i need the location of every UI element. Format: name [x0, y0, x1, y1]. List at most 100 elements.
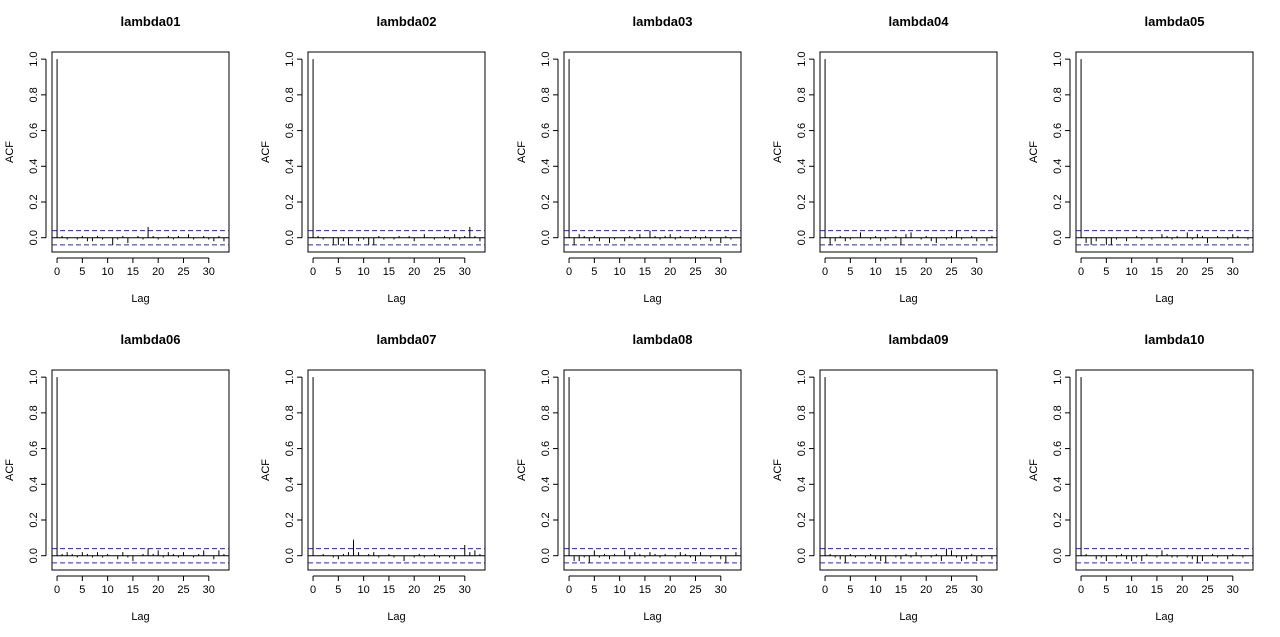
y-tick-label: 0.8: [1052, 87, 1064, 102]
acf-chart-svg: lambda03 0 5 10 15 20 25 30 Lag 0.0 0.2 0.4 0.6 0.8 1.…: [516, 14, 742, 305]
x-tick-label: 5: [335, 584, 341, 596]
x-tick-label: 0: [1078, 584, 1084, 596]
x-tick-label: 30: [1227, 584, 1239, 596]
x-tick-label: 5: [591, 266, 597, 278]
acf-chart-svg: lambda08 0 5 10 15 20 25 30 Lag 0.0 0.2 0.4 0.6 0.8 1.…: [516, 332, 742, 623]
acf-chart-svg: lambda02 0 5 10 15 20 25 30 Lag 0.0 0.2 0.4 0.6 0.8 1.…: [260, 14, 486, 305]
plot-frame: [1075, 51, 1254, 253]
acf-chart-svg: lambda04 0 5 10 15 20 25 30 Lag 0.0 0.2 0.4 0.6 0.8 1.…: [772, 14, 998, 305]
plot-frame: [563, 369, 742, 571]
y-tick-label: 0.0: [28, 230, 40, 245]
x-tick-label: 25: [689, 584, 701, 596]
x-tick-label: 5: [847, 584, 853, 596]
x-tick-label: 25: [945, 584, 957, 596]
x-tick-label: 15: [1151, 584, 1163, 596]
y-tick-label: 0.8: [28, 405, 40, 420]
chart-title: lambda07: [377, 332, 437, 347]
x-tick-label: 0: [566, 584, 572, 596]
chart-title: lambda08: [633, 332, 693, 347]
y-tick-label: 0.0: [284, 230, 296, 245]
y-tick-label: 0.4: [540, 477, 552, 492]
x-tick-label: 0: [310, 584, 316, 596]
acf-panel-lambda05: lambda05 0 5 10 15 20 25 30 Lag 0.0 0.2 0.4 0.6 0.8 1.…: [1024, 0, 1280, 318]
y-tick-label: 0.0: [540, 230, 552, 245]
y-tick-label: 0.0: [796, 230, 808, 245]
x-axis-label: Lag: [899, 611, 917, 623]
x-axis-label: Lag: [643, 611, 661, 623]
x-tick-label: 5: [847, 266, 853, 278]
acf-panel-lambda09: lambda09 0 5 10 15 20 25 30 Lag 0.0 0.2 0.4 0.6 0.8 1.…: [768, 318, 1024, 636]
y-tick-label: 1.0: [28, 51, 40, 66]
x-axis-label: Lag: [1155, 293, 1173, 305]
acf-panel-lambda06: lambda06 0 5 10 15 20 25 30 Lag 0.0 0.2 0.4 0.6 0.8 1.…: [0, 318, 256, 636]
y-tick-label: 0.2: [540, 512, 552, 527]
y-tick-label: 1.0: [28, 369, 40, 384]
x-tick-label: 25: [689, 266, 701, 278]
y-tick-label: 0.8: [1052, 405, 1064, 420]
y-tick-label: 0.8: [540, 405, 552, 420]
y-axis-label: ACF: [1028, 459, 1040, 481]
x-tick-label: 25: [1201, 266, 1213, 278]
y-tick-label: 0.8: [284, 87, 296, 102]
x-tick-label: 30: [971, 266, 983, 278]
x-tick-label: 20: [408, 266, 420, 278]
x-tick-label: 5: [335, 266, 341, 278]
y-axis-label: ACF: [4, 141, 16, 163]
chart-title: lambda09: [889, 332, 949, 347]
plot-frame: [51, 51, 230, 253]
x-tick-label: 10: [102, 266, 114, 278]
plot-frame: [51, 369, 230, 571]
y-tick-label: 0.2: [28, 512, 40, 527]
y-tick-label: 0.8: [796, 87, 808, 102]
y-tick-label: 0.6: [28, 123, 40, 138]
acf-panel-lambda10: lambda10 0 5 10 15 20 25 30 Lag 0.0 0.2 0.4 0.6 0.8 1.…: [1024, 318, 1280, 636]
acf-chart-svg: lambda09 0 5 10 15 20 25 30 Lag 0.0 0.2 0.4 0.6 0.8 1.…: [772, 332, 998, 623]
acf-chart-svg: lambda10 0 5 10 15 20 25 30 Lag 0.0 0.2 0.4 0.6 0.8 1.…: [1028, 332, 1254, 623]
y-axis-label: ACF: [4, 459, 16, 481]
plot-frame: [819, 369, 998, 571]
y-tick-label: 1.0: [540, 51, 552, 66]
x-tick-label: 10: [102, 584, 114, 596]
y-axis-label: ACF: [516, 459, 528, 481]
y-tick-label: 0.6: [1052, 441, 1064, 456]
x-axis-label: Lag: [131, 611, 149, 623]
y-tick-label: 1.0: [796, 51, 808, 66]
y-tick-label: 0.6: [28, 441, 40, 456]
x-tick-label: 30: [459, 584, 471, 596]
y-tick-label: 0.8: [796, 405, 808, 420]
x-tick-label: 5: [1103, 266, 1109, 278]
x-tick-label: 15: [1151, 266, 1163, 278]
y-tick-label: 1.0: [796, 369, 808, 384]
y-axis-label: ACF: [516, 141, 528, 163]
y-tick-label: 0.0: [28, 548, 40, 563]
y-tick-label: 0.8: [540, 87, 552, 102]
x-tick-label: 30: [971, 584, 983, 596]
y-tick-label: 0.0: [1052, 548, 1064, 563]
y-tick-label: 0.4: [540, 159, 552, 174]
y-tick-label: 1.0: [1052, 51, 1064, 66]
x-tick-label: 10: [870, 584, 882, 596]
y-axis-label: ACF: [260, 141, 272, 163]
x-tick-label: 30: [715, 584, 727, 596]
x-tick-label: 15: [383, 584, 395, 596]
y-tick-label: 0.2: [1052, 512, 1064, 527]
y-tick-label: 1.0: [1052, 369, 1064, 384]
y-axis-label: ACF: [260, 459, 272, 481]
y-tick-label: 0.0: [540, 548, 552, 563]
x-tick-label: 10: [614, 584, 626, 596]
plot-frame: [563, 51, 742, 253]
x-tick-label: 20: [664, 584, 676, 596]
x-tick-label: 20: [1176, 266, 1188, 278]
x-tick-label: 30: [203, 584, 215, 596]
y-tick-label: 0.0: [796, 548, 808, 563]
acf-chart-svg: lambda01 0 5 10 15 20 25 30 Lag 0.0 0.2 0.4 0.6 0.8 1.…: [4, 14, 230, 305]
acf-chart-svg: lambda06 0 5 10 15 20 25 30 Lag 0.0 0.2 0.4 0.6 0.8 1.…: [4, 332, 230, 623]
x-tick-label: 20: [920, 266, 932, 278]
y-tick-label: 0.4: [284, 477, 296, 492]
y-tick-label: 0.4: [1052, 477, 1064, 492]
x-tick-label: 20: [920, 584, 932, 596]
chart-title: lambda04: [889, 14, 950, 29]
x-tick-label: 20: [152, 266, 164, 278]
chart-title: lambda06: [121, 332, 181, 347]
x-tick-label: 10: [358, 584, 370, 596]
